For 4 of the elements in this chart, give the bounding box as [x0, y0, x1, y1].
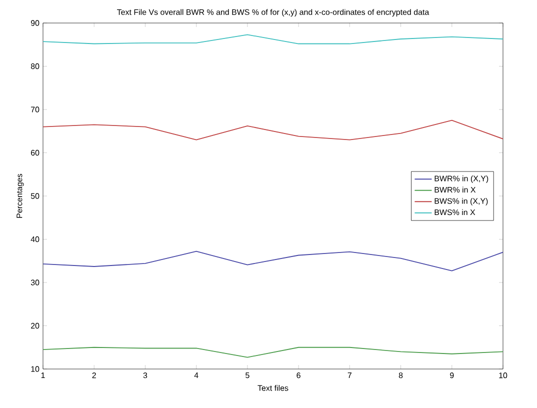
- line-series: [43, 250, 503, 272]
- line-series: [43, 346, 503, 358]
- line-series: [43, 34, 503, 44]
- line-series: [43, 120, 503, 140]
